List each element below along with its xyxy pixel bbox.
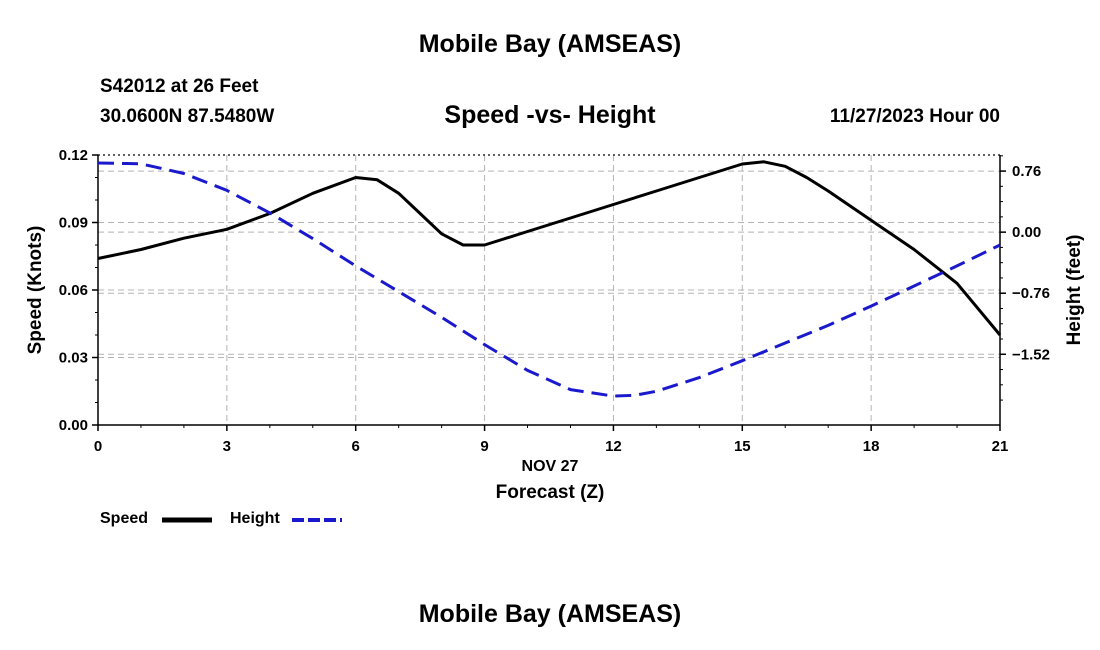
forecast-datetime: 11/27/2023 Hour 00 [829, 106, 1000, 127]
y-left-tick-label: 0.06 [59, 282, 88, 299]
x-tick-label: 6 [352, 438, 360, 455]
x-date-label: NOV 27 [521, 458, 579, 475]
x-axis-label: Forecast (Z) [495, 482, 605, 503]
x-tick-label: 9 [480, 438, 488, 455]
height-series-line [97, 161, 1001, 398]
speed-series-line [97, 160, 1002, 336]
chart-subtitle: Speed -vs- Height [444, 101, 656, 129]
x-tick-label: 18 [863, 438, 880, 455]
legend-height-label: Height [230, 510, 280, 527]
y-right-tick-label: −0.76 [1012, 285, 1050, 302]
y-axis-left-label: Speed (Knots) [25, 225, 46, 355]
station-label: S42012 at 26 Feet [100, 76, 259, 97]
chart-title: Mobile Bay (AMSEAS) [418, 30, 682, 58]
x-tick-label: 0 [94, 438, 102, 455]
y-left-tick-label: 0.09 [59, 215, 88, 232]
bottom-title: Mobile Bay (AMSEAS) [418, 600, 682, 628]
x-tick-label: 15 [734, 438, 751, 455]
y-axis-right-label: Height (feet) [1064, 234, 1085, 346]
x-tick-label: 21 [992, 438, 1009, 455]
legend-speed-label: Speed [100, 510, 149, 527]
y-left-tick-label: 0.12 [59, 147, 88, 164]
y-right-tick-label: 0.00 [1012, 224, 1041, 241]
y-right-tick-label: 0.76 [1012, 163, 1041, 180]
y-left-tick-label: 0.03 [59, 350, 88, 367]
y-right-tick-label: −1.52 [1012, 346, 1050, 363]
coordinates-label: 30.0600N 87.5480W [100, 106, 275, 127]
y-left-tick-label: 0.00 [59, 417, 88, 434]
x-tick-label: 12 [605, 438, 622, 455]
x-tick-label: 3 [223, 438, 231, 455]
